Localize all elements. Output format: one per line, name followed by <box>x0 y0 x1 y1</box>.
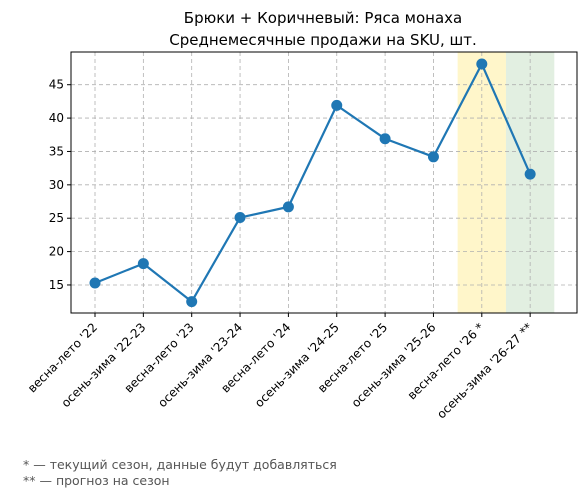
data-point <box>234 212 246 224</box>
highlight-band <box>505 52 555 313</box>
chart-subtitle: Среднемесячные продажи на SKU, шт. <box>169 31 477 49</box>
x-tick-label: осень-зима '26-27 ** <box>434 320 535 421</box>
y-tick-label: 45 <box>49 78 64 92</box>
data-point <box>331 99 343 111</box>
y-tick-label: 30 <box>49 178 64 192</box>
y-tick-label: 20 <box>49 245 64 259</box>
x-tick-label: осень-зима '25-26 <box>349 320 439 410</box>
data-point <box>89 277 101 289</box>
chart-title: Брюки + Коричневый: Ряса монаха <box>184 9 462 27</box>
data-point <box>476 58 488 70</box>
y-tick-label: 35 <box>49 144 64 158</box>
y-axis: 15 20 25 30 35 40 45 <box>49 78 71 292</box>
x-tick-label: осень-зима '22-23 <box>59 320 149 410</box>
x-tick-label: осень-зима '23-24 <box>155 320 245 410</box>
series-line <box>94 62 532 303</box>
data-point <box>282 201 294 213</box>
y-tick-label: 40 <box>49 111 64 125</box>
highlight-band <box>457 52 506 313</box>
data-point <box>524 168 536 180</box>
data-point <box>137 258 149 270</box>
footnote-current-season: * — текущий сезон, данные будут добавлят… <box>23 457 337 472</box>
plot-frame <box>70 51 578 314</box>
y-tick-label: 15 <box>49 278 64 292</box>
y-tick-label: 25 <box>49 211 64 225</box>
grid-lines <box>71 52 577 313</box>
data-point <box>379 133 391 145</box>
data-point <box>186 296 198 308</box>
footnote-forecast: ** — прогноз на сезон <box>23 473 170 488</box>
data-series <box>89 58 536 308</box>
data-point <box>427 151 439 163</box>
season-highlights <box>457 52 555 313</box>
x-tick-label: осень-зима '24-25 <box>252 320 342 410</box>
